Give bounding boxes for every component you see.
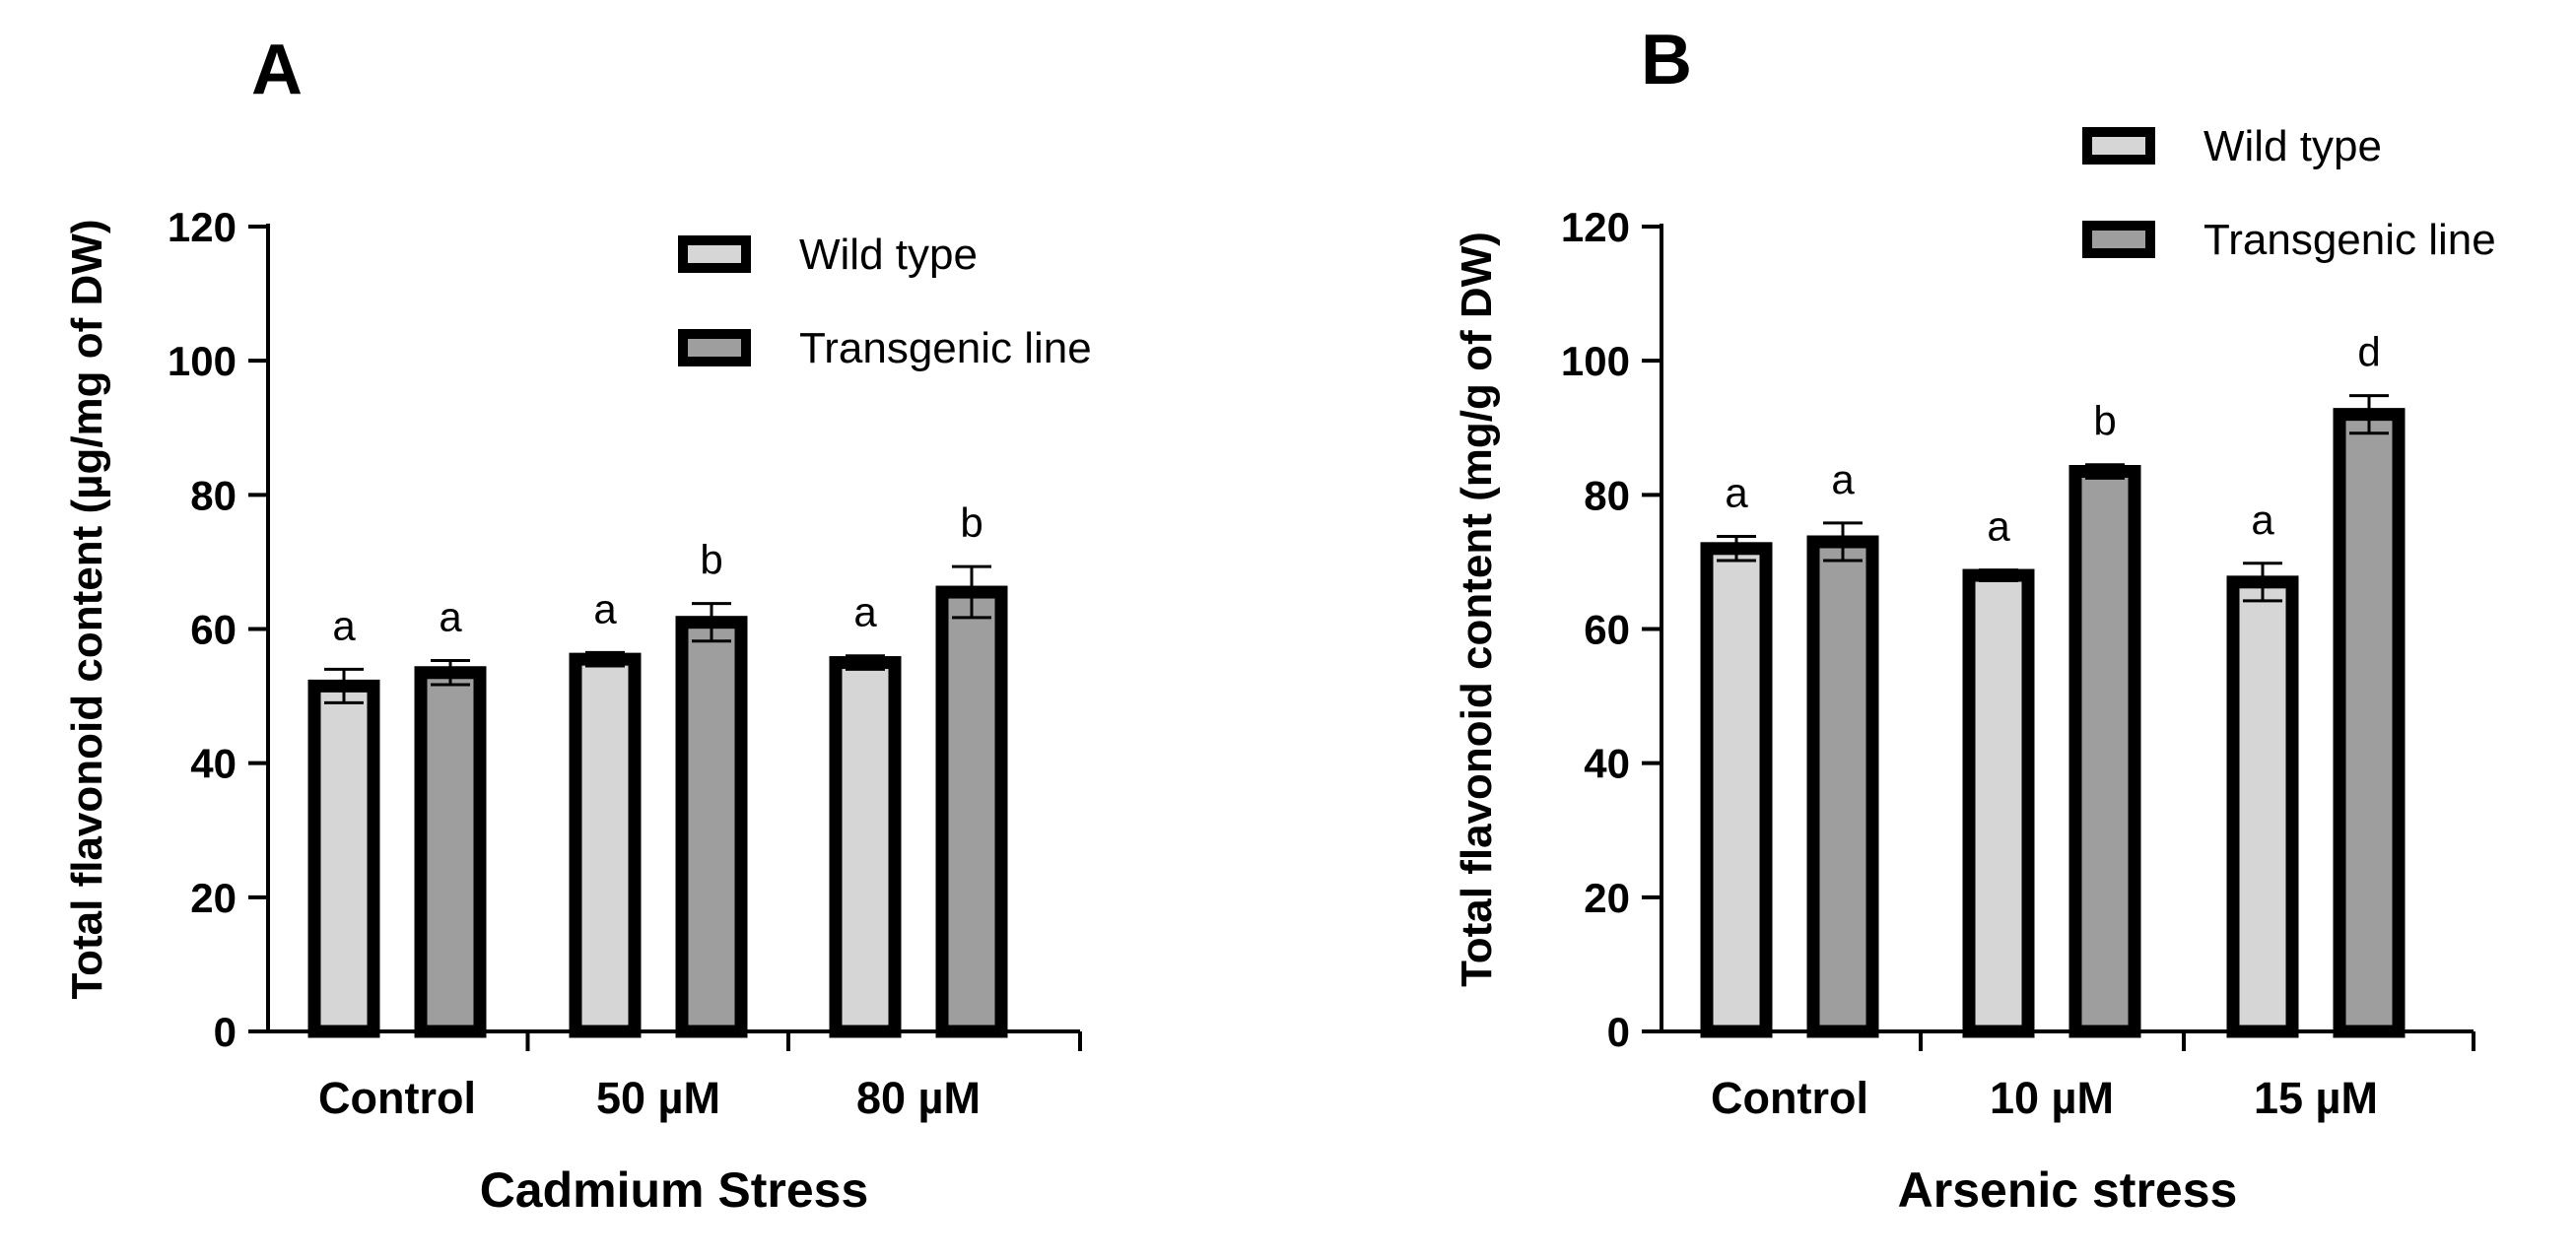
bar-wild-type — [2226, 575, 2299, 1038]
y-tick-label: 100 — [1561, 338, 1630, 384]
bar-transgenic — [414, 666, 487, 1038]
y-tick-label: 120 — [168, 204, 237, 250]
significance-letter: a — [439, 593, 462, 639]
x-axis-title: Cadmium Stress — [480, 1162, 869, 1218]
y-tick-label: 60 — [1584, 607, 1630, 653]
y-tick-label: 40 — [190, 741, 237, 787]
legend-label: Transgenic line — [2203, 216, 2496, 264]
y-axis-title: Total flavonoid content (mg/g of DW) — [1453, 232, 1501, 987]
category-label: Control — [318, 1073, 476, 1123]
y-tick-label: 100 — [168, 338, 237, 384]
category-label: 50 µM — [596, 1073, 720, 1123]
panel-label: A — [251, 31, 303, 109]
significance-letter: b — [2093, 398, 2116, 444]
panel-label: B — [1641, 21, 1692, 99]
legend-swatch-wild-type — [2082, 127, 2155, 165]
category-label: Control — [1711, 1073, 1868, 1123]
significance-letter: a — [593, 585, 617, 631]
bar-transgenic — [675, 616, 748, 1038]
y-tick-label: 60 — [190, 607, 237, 653]
y-tick-label: 20 — [190, 875, 237, 921]
y-tick-label: 80 — [1584, 472, 1630, 518]
bar-wild-type — [1700, 542, 1773, 1038]
bar-wild-type — [307, 679, 380, 1038]
category-label: 10 µM — [1990, 1073, 2114, 1123]
category-label: 80 µM — [856, 1073, 981, 1123]
bar-wild-type — [829, 656, 902, 1038]
panel-b-arsenic: B 0 20 40 60 80 100 120 Control 10 µM 15 µM Arsenic… — [1453, 21, 2496, 1218]
y-axis-title: Total flavonoid content (µg/mg of DW) — [63, 220, 111, 1000]
significance-letter: a — [1987, 503, 2010, 550]
bar-transgenic — [1806, 535, 1879, 1038]
significance-letter: a — [853, 589, 877, 635]
y-tick-label: 0 — [1607, 1009, 1630, 1055]
x-axis-title: Arsenic stress — [1898, 1162, 2238, 1218]
y-tick-label: 20 — [1584, 875, 1630, 921]
bar-transgenic — [935, 585, 1008, 1038]
bar-wild-type — [569, 652, 642, 1038]
y-tick-label: 40 — [1584, 741, 1630, 787]
bar-wild-type — [1962, 568, 2035, 1038]
bar-transgenic — [2333, 408, 2406, 1038]
legend-swatch-wild-type — [678, 235, 751, 273]
significance-letter: b — [960, 499, 983, 546]
panel-a-cadmium: A 0 20 40 60 80 100 120 Control 50 µM 80 µM Cadmium… — [63, 31, 1092, 1218]
bar-transgenic — [2068, 465, 2141, 1038]
legend-swatch-transgenic — [2082, 221, 2155, 258]
significance-letter: a — [332, 602, 356, 648]
y-tick-label: 80 — [190, 472, 237, 518]
category-label: 15 µM — [2254, 1073, 2378, 1123]
significance-letter: a — [1725, 470, 1748, 516]
y-tick-label: 0 — [214, 1009, 237, 1055]
legend-label: Wild type — [799, 231, 978, 279]
significance-letter: d — [2357, 329, 2380, 375]
legend-swatch-transgenic — [678, 329, 751, 366]
legend-label: Wild type — [2203, 122, 2382, 170]
legend-label: Transgenic line — [799, 324, 1092, 372]
significance-letter: a — [2251, 497, 2274, 543]
y-tick-label: 120 — [1561, 204, 1630, 250]
significance-letter: a — [1831, 456, 1855, 502]
significance-letter: b — [700, 537, 722, 583]
